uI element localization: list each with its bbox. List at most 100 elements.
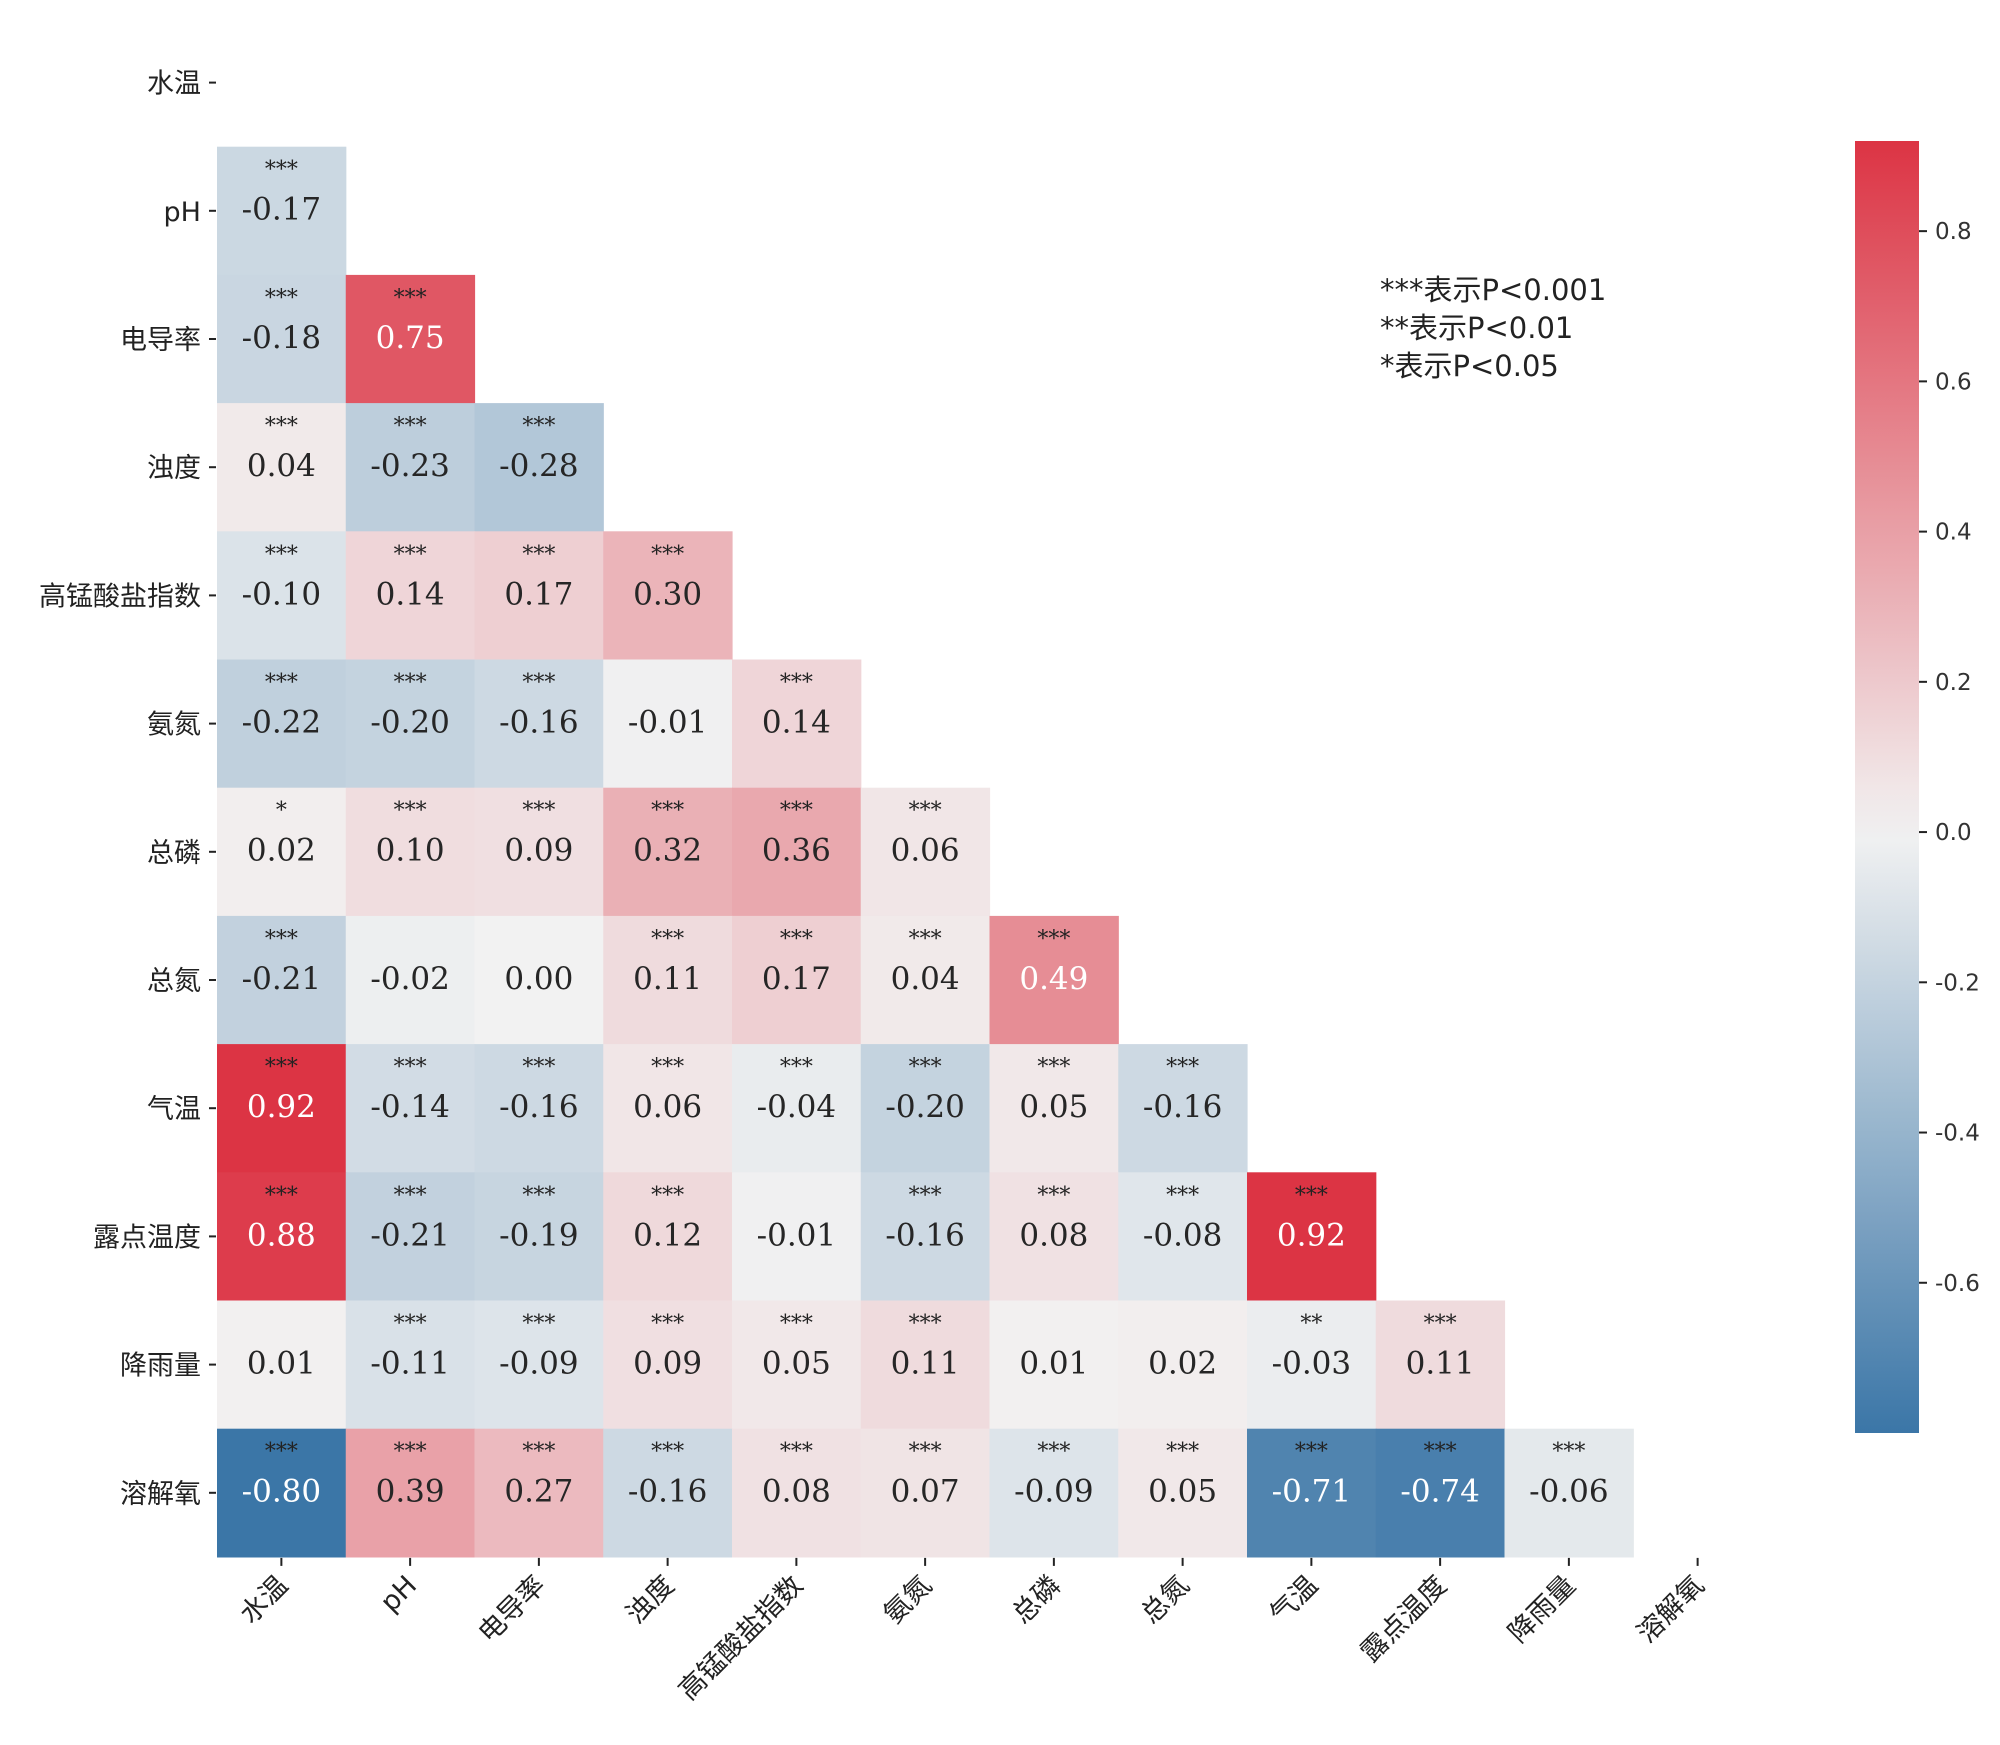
x-tick-label: 总氮 <box>1135 1570 1195 1630</box>
colorbar-tick-label: 0.2 <box>1935 670 1972 696</box>
cell-significance: *** <box>265 286 298 311</box>
cell-value-label: -0.09 <box>1014 1474 1094 1510</box>
heatmap-cells: ***-0.17***-0.18***0.75***0.04***-0.23**… <box>217 146 1634 1558</box>
heatmap-cell: *** 0.30 <box>603 531 733 661</box>
cell-fill <box>474 1300 604 1430</box>
y-tick-label: 溶解氧 <box>120 1479 201 1510</box>
y-tick-label: pH <box>164 197 201 228</box>
colorbar-tick-label: -0.4 <box>1935 1121 1980 1147</box>
cell-fill <box>1375 1428 1506 1558</box>
cell-value-label: -0.16 <box>499 705 579 741</box>
cell-significance: *** <box>265 1440 298 1465</box>
cell-significance: *** <box>394 1055 427 1080</box>
cell-value-label: 0.11 <box>891 1346 960 1382</box>
heatmap-cell: *** 0.05 <box>1118 1428 1248 1558</box>
heatmap-cell: *** 0.49 <box>989 915 1119 1045</box>
cell-significance: *** <box>909 1183 942 1208</box>
cell-significance: *** <box>651 1440 684 1465</box>
cell-significance: *** <box>265 927 298 952</box>
heatmap-cell: *** -0.16 <box>474 659 604 789</box>
cell-fill <box>474 915 604 1045</box>
cell-value-label: 0.05 <box>1019 1089 1088 1125</box>
cell-value-label: -0.02 <box>370 961 450 997</box>
cell-fill <box>345 1300 476 1430</box>
heatmap-cell: *** 0.17 <box>732 915 862 1045</box>
cell-value-label: -0.16 <box>628 1474 708 1510</box>
colorbar-tick-label: 0.4 <box>1935 520 1972 546</box>
cell-value-label: -0.11 <box>370 1346 450 1382</box>
cell-significance: *** <box>394 1183 427 1208</box>
heatmap-cell: *** 0.36 <box>732 787 862 917</box>
colorbar: 0.8 0.6 0.4 0.2 0.0 -0.2 -0.4 -0.6 <box>1855 141 1980 1433</box>
heatmap-cell: *** 0.06 <box>603 1044 733 1173</box>
x-tick-label: 露点温度 <box>1355 1570 1453 1668</box>
cell-fill <box>860 1300 991 1430</box>
cell-significance: *** <box>651 1055 684 1080</box>
x-tick-label: 总磷 <box>1007 1570 1067 1630</box>
cell-value-label: -0.14 <box>370 1089 450 1125</box>
significance-legend: ***表示P<0.001 **表示P<0.01 *表示P<0.05 <box>1380 273 1606 383</box>
cell-value-label: 0.09 <box>504 833 573 869</box>
cell-significance: *** <box>1424 1440 1457 1465</box>
heatmap-cell: *** 0.39 <box>345 1428 476 1558</box>
cell-significance: *** <box>1037 1440 1070 1465</box>
heatmap-cell: *** -0.71 <box>1247 1428 1377 1558</box>
heatmap-cell: *** -0.18 <box>217 274 347 404</box>
cell-fill <box>989 915 1119 1045</box>
y-tick-label: 露点温度 <box>93 1222 201 1253</box>
cell-significance: *** <box>1037 1055 1070 1080</box>
heatmap-cell: 0.02 <box>1118 1300 1248 1430</box>
cell-significance: *** <box>394 799 427 824</box>
cell-value-label: 0.05 <box>1148 1474 1217 1510</box>
cell-fill <box>474 787 604 917</box>
cell-fill <box>603 915 733 1045</box>
cell-fill <box>345 531 476 661</box>
cell-fill <box>603 531 733 661</box>
cell-significance: *** <box>909 1440 942 1465</box>
x-tick-label: 氨氮 <box>878 1570 938 1630</box>
cell-fill <box>217 1428 347 1558</box>
cell-significance: *** <box>1424 1312 1457 1337</box>
cell-fill <box>217 915 347 1045</box>
cell-value-label: 0.10 <box>376 833 445 869</box>
cell-value-label: -0.16 <box>885 1217 965 1253</box>
heatmap-cell: *** 0.14 <box>345 531 476 661</box>
heatmap-cell: *** -0.06 <box>1504 1428 1634 1558</box>
y-tick-label: 气温 <box>147 1094 201 1125</box>
x-tick-label: 溶解氧 <box>1631 1570 1710 1649</box>
heatmap-cell: 0.00 <box>474 915 604 1045</box>
cell-value-label: 0.14 <box>762 705 831 741</box>
cell-significance: *** <box>651 1183 684 1208</box>
cell-significance: *** <box>909 799 942 824</box>
heatmap-cell: *** 0.08 <box>732 1428 862 1558</box>
cell-fill <box>1247 1428 1377 1558</box>
cell-value-label: 0.04 <box>247 448 316 484</box>
cell-significance: *** <box>1166 1055 1199 1080</box>
cell-significance: *** <box>394 1312 427 1337</box>
colorbar-tick-label: 0.0 <box>1935 820 1972 846</box>
x-tick-label: 降雨量 <box>1503 1570 1582 1649</box>
cell-significance: *** <box>522 1055 555 1080</box>
legend-line-p05: *表示P<0.05 <box>1380 349 1559 383</box>
cell-fill <box>217 531 347 661</box>
cell-fill <box>217 274 347 404</box>
cell-fill <box>989 1300 1119 1430</box>
cell-value-label: -0.16 <box>1143 1089 1223 1125</box>
cell-fill <box>474 1172 604 1302</box>
y-tick-label: 总磷 <box>147 838 201 869</box>
cell-fill <box>732 915 862 1045</box>
cell-significance: *** <box>265 1055 298 1080</box>
cell-value-label: 0.14 <box>376 576 445 612</box>
cell-significance: *** <box>394 671 427 696</box>
cell-fill <box>860 787 991 917</box>
cell-value-label: 0.06 <box>891 833 960 869</box>
cell-fill <box>603 1300 733 1430</box>
cell-value-label: -0.80 <box>242 1474 322 1510</box>
cell-significance: *** <box>394 1440 427 1465</box>
cell-fill <box>860 1428 991 1558</box>
heatmap-cell: *** 0.05 <box>732 1300 862 1430</box>
cell-significance: *** <box>522 1183 555 1208</box>
cell-fill <box>217 787 347 917</box>
y-tick-label: 高锰酸盐指数 <box>39 581 201 612</box>
